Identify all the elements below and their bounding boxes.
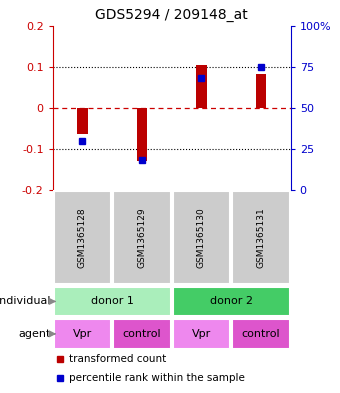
Text: control: control: [123, 329, 161, 339]
Text: agent: agent: [18, 329, 50, 339]
Bar: [173, 319, 230, 349]
Text: donor 2: donor 2: [210, 296, 253, 307]
Bar: [233, 191, 289, 284]
Text: percentile rank within the sample: percentile rank within the sample: [69, 373, 245, 383]
Bar: [233, 319, 289, 349]
Bar: [77, 108, 88, 134]
Text: individual: individual: [0, 296, 50, 307]
Bar: [137, 108, 147, 161]
Text: control: control: [242, 329, 280, 339]
Bar: [173, 286, 289, 316]
Bar: [196, 64, 207, 108]
Bar: [114, 319, 170, 349]
Text: GSM1365129: GSM1365129: [137, 207, 147, 268]
Text: GSM1365131: GSM1365131: [256, 207, 266, 268]
Text: GSM1365128: GSM1365128: [78, 207, 87, 268]
Text: transformed count: transformed count: [69, 354, 167, 364]
Bar: [256, 74, 266, 108]
Bar: [114, 191, 170, 284]
Bar: [54, 286, 170, 316]
Bar: [54, 319, 111, 349]
Text: Vpr: Vpr: [73, 329, 92, 339]
Bar: [54, 191, 111, 284]
Bar: [173, 191, 230, 284]
Title: GDS5294 / 209148_at: GDS5294 / 209148_at: [95, 8, 248, 22]
Text: GSM1365130: GSM1365130: [197, 207, 206, 268]
Text: Vpr: Vpr: [192, 329, 211, 339]
Text: donor 1: donor 1: [91, 296, 134, 307]
